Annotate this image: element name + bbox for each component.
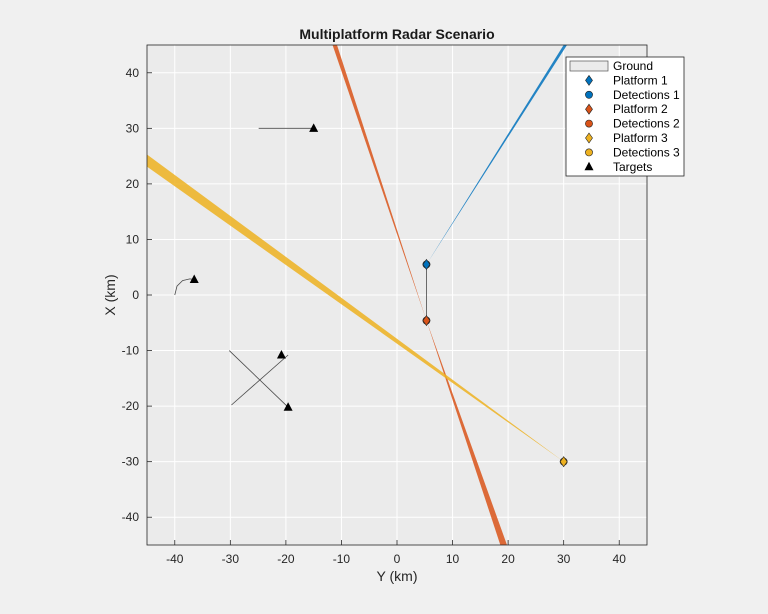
legend-platform-3-label: Platform 3 [613,131,668,145]
y-tick-label: 10 [126,232,140,246]
tracks [174,127,427,408]
y-tick-label: 20 [126,177,140,191]
x-tick-label: 10 [446,552,460,566]
y-tick-label: 30 [126,121,140,135]
detection-wedge-2 [332,45,427,321]
axis-ticks: -40 -30 -20 -10 0 10 20 30 40 -40 -30 -20 -10 0 10 20 30… [122,66,627,566]
x-tick-label: -30 [222,552,240,566]
target-3-marker [276,350,286,359]
y-tick-label: -10 [122,344,140,358]
legend-targets-symbol [584,161,594,171]
platform-1-marker [422,258,431,270]
x-tick-label: 0 [394,552,401,566]
y-tick-label: 40 [126,66,140,80]
target-trail-4 [228,350,289,408]
x-tick-label: -20 [277,552,295,566]
detection-wedge-1 [426,45,567,265]
target-2-marker [189,274,199,283]
detection-wedge-3 [147,154,564,462]
legend-detections-1-symbol [585,90,593,99]
legend-platform-2-symbol [585,103,593,115]
y-tick-label: -20 [122,399,140,413]
platform-2-marker [422,315,431,327]
y-tick-label: 0 [132,288,139,302]
y-axis-label: X (km) [102,274,118,315]
legend-detections-2-symbol [585,119,593,128]
legend-platform-1-symbol [585,74,593,86]
legend-detections-3-label: Detections 3 [613,145,680,159]
chart-title: Multiplatform Radar Scenario [299,26,494,42]
legend-detections-3-symbol [585,148,593,157]
legend-detections-1-label: Detections 1 [613,88,680,102]
x-tick-label: -10 [333,552,351,566]
x-tick-label: -40 [166,552,184,566]
markers [189,123,568,468]
legend-platform-1-label: Platform 1 [613,73,668,87]
target-1-marker [309,123,319,132]
x-tick-label: 40 [613,552,627,566]
legend-platform-2-label: Platform 2 [613,102,668,116]
legend-detections-2-label: Detections 2 [613,117,680,131]
x-tick-label: 30 [557,552,571,566]
legend-ground-label: Ground [613,59,653,73]
detection-wedges [147,45,567,545]
target-trail-2 [174,278,195,296]
y-tick-label: -40 [122,510,140,524]
x-tick-label: 20 [501,552,515,566]
x-axis-label: Y (km) [377,568,418,584]
legend-platform-3-symbol [585,132,593,144]
legend-targets-label: Targets [613,160,652,174]
target-4-marker [283,402,293,411]
y-tick-label: -30 [122,455,140,469]
platform-3-marker [559,456,568,468]
legend-ground-symbol [569,60,609,72]
legend-box [565,56,685,177]
